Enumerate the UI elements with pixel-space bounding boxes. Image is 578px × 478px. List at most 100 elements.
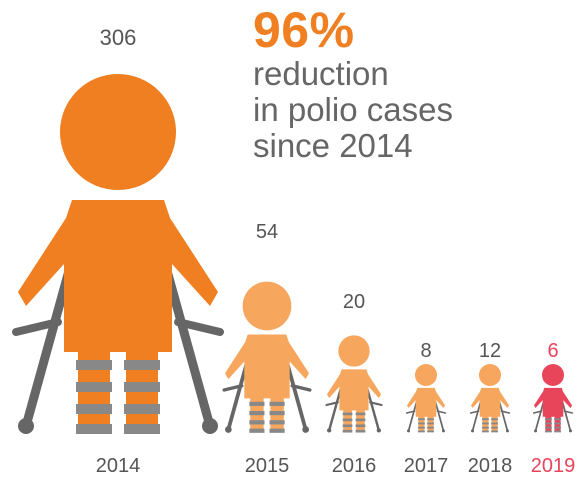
leg-brace <box>76 382 112 392</box>
leg-brace <box>491 430 498 433</box>
headline-line-2: in polio cases <box>253 91 453 128</box>
leg-brace <box>482 422 489 425</box>
crutch-right-grip <box>174 318 224 336</box>
crutch-left-grip <box>325 401 339 407</box>
leg-brace <box>355 412 366 416</box>
crutch-right-grip <box>369 401 383 407</box>
body <box>18 200 218 352</box>
year-label-2016: 2016 <box>332 455 377 477</box>
leg-brace <box>418 418 425 421</box>
headline-block: 96% reduction in polio cases since 2014 <box>253 4 453 164</box>
crutch-right-tip <box>376 428 381 433</box>
leg-brace <box>427 418 434 421</box>
crutch-right-grip <box>290 384 312 392</box>
leg-brace <box>545 422 552 425</box>
crutch-right-tip <box>505 429 509 433</box>
figure-2014 <box>12 74 224 434</box>
body <box>534 387 572 417</box>
leg-brace <box>342 429 353 433</box>
leg-brace <box>355 418 366 422</box>
leg-brace <box>269 411 285 416</box>
head <box>478 363 502 387</box>
leg-brace <box>355 429 366 433</box>
leg-brace <box>342 412 353 416</box>
crutch-left-tip <box>18 418 34 434</box>
leg-brace <box>427 422 434 425</box>
headline-line-1: reduction <box>253 55 389 92</box>
leg-brace <box>545 430 552 433</box>
leg-brace <box>249 420 265 425</box>
leg-brace <box>554 422 561 425</box>
headline-line-3: since 2014 <box>253 127 413 164</box>
value-label-2018: 12 <box>479 340 501 362</box>
leg-brace <box>482 430 489 433</box>
leg-brace <box>249 428 265 433</box>
crutch-left-tip <box>534 429 538 433</box>
leg-brace <box>124 424 160 434</box>
crutch-right-tip <box>202 418 218 434</box>
value-label-2015: 54 <box>256 221 278 243</box>
crutch-left-tip <box>225 426 232 433</box>
leg-brace <box>482 426 489 429</box>
leg-brace <box>342 418 353 422</box>
leg-brace <box>418 422 425 425</box>
leg-brace <box>124 382 160 392</box>
leg-brace <box>554 426 561 429</box>
figure-2018 <box>469 363 511 433</box>
value-label-2019: 6 <box>547 340 558 362</box>
leg-brace <box>427 426 434 429</box>
crutch-left-tip <box>327 428 332 433</box>
value-label-2017: 8 <box>420 340 431 362</box>
body <box>225 334 309 399</box>
crutch-left-tip <box>471 429 475 433</box>
crutch-right-tip <box>568 429 572 433</box>
crutch-right-grip <box>563 410 574 414</box>
leg-brace <box>491 422 498 425</box>
leg-brace <box>554 430 561 433</box>
head <box>338 335 370 367</box>
leg-brace <box>355 424 366 428</box>
value-label-2014: 306 <box>100 25 137 50</box>
crutch-right-grip <box>436 410 447 414</box>
leg-brace <box>124 404 160 414</box>
crutch-left-grip <box>532 410 543 414</box>
year-label-2019: 2019 <box>531 455 576 477</box>
leg-brace <box>76 404 112 414</box>
leg-brace <box>249 401 265 406</box>
year-label-2014: 2014 <box>96 455 141 477</box>
head <box>60 74 176 190</box>
value-label-2016: 20 <box>343 291 365 313</box>
crutch-left-grip <box>469 410 480 414</box>
leg-brace <box>269 428 285 433</box>
year-label-2015: 2015 <box>245 455 290 477</box>
leg-brace <box>269 420 285 425</box>
leg-brace <box>545 426 552 429</box>
figure-2015 <box>222 281 312 433</box>
headline-percentage: 96% <box>253 2 355 58</box>
body <box>407 387 445 417</box>
leg-brace <box>269 401 285 406</box>
leg-brace <box>124 360 160 370</box>
figure-2017 <box>405 363 447 433</box>
leg-brace <box>427 430 434 433</box>
leg-brace <box>491 426 498 429</box>
crutch-left-grip <box>12 318 62 336</box>
crutch-left-grip <box>222 384 244 392</box>
figure-2016 <box>325 335 383 433</box>
leg-brace <box>418 430 425 433</box>
leg-brace <box>342 424 353 428</box>
leg-brace <box>418 426 425 429</box>
head <box>414 363 438 387</box>
leg-brace <box>482 418 489 421</box>
crutch-right-tip <box>302 426 309 433</box>
year-label-2018: 2018 <box>468 455 513 477</box>
body <box>327 369 381 411</box>
body <box>471 387 509 417</box>
leg-brace <box>491 418 498 421</box>
head <box>242 281 292 331</box>
crutch-left-grip <box>405 410 416 414</box>
leg-brace <box>545 418 552 421</box>
leg-brace <box>76 424 112 434</box>
leg-brace <box>76 360 112 370</box>
